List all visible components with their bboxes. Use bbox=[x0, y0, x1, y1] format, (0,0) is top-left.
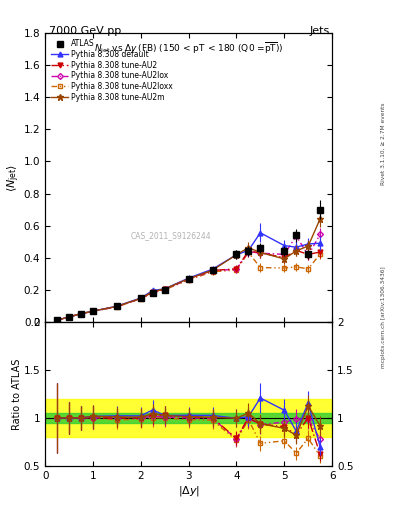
Text: mcplots.cern.ch [arXiv:1306.3436]: mcplots.cern.ch [arXiv:1306.3436] bbox=[381, 267, 386, 368]
Y-axis label: $\langle N_\mathrm{jet}\rangle$: $\langle N_\mathrm{jet}\rangle$ bbox=[6, 163, 22, 191]
Legend: ATLAS, Pythia 8.308 default, Pythia 8.308 tune-AU2, Pythia 8.308 tune-AU2lox, Py: ATLAS, Pythia 8.308 default, Pythia 8.30… bbox=[49, 37, 175, 104]
Text: Jets: Jets bbox=[310, 26, 330, 36]
Y-axis label: Ratio to ATLAS: Ratio to ATLAS bbox=[12, 358, 22, 430]
Bar bbox=[45, 399, 332, 437]
Bar bbox=[45, 413, 332, 422]
Text: CAS_2011_S9126244: CAS_2011_S9126244 bbox=[131, 231, 212, 240]
Text: Rivet 3.1.10, ≥ 2.7M events: Rivet 3.1.10, ≥ 2.7M events bbox=[381, 102, 386, 185]
Text: $N_\mathrm{jet}$ vs $\Delta y\,$(FB) (150 < pT < 180 (Q0 =$\overline{\rm pT}$)): $N_\mathrm{jet}$ vs $\Delta y\,$(FB) (15… bbox=[94, 40, 283, 56]
X-axis label: $|\Delta y|$: $|\Delta y|$ bbox=[178, 483, 200, 498]
Text: 7000 GeV pp: 7000 GeV pp bbox=[49, 26, 121, 36]
